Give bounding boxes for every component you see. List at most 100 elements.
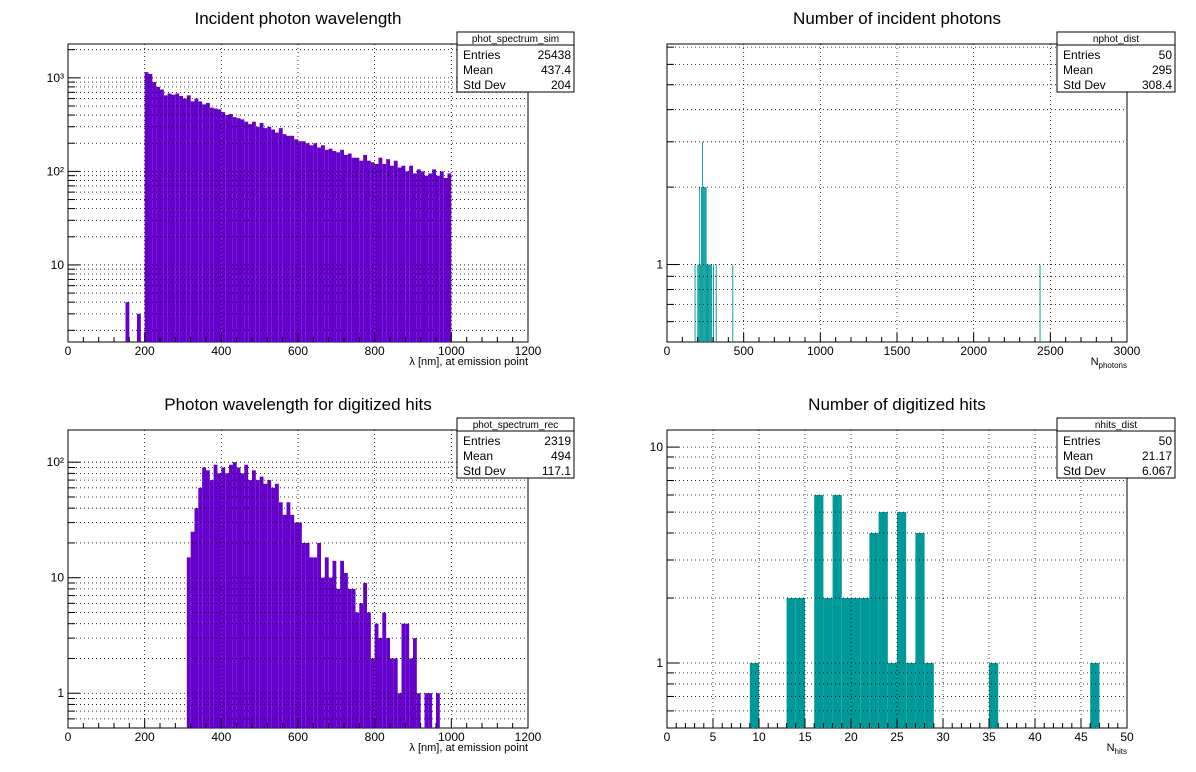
histogram-bar <box>225 473 229 728</box>
histogram-bar <box>367 612 371 728</box>
histogram-bar <box>321 145 325 342</box>
histogram-bar <box>213 464 218 728</box>
histogram-bar <box>355 612 360 728</box>
histogram-bar <box>713 264 714 342</box>
histogram-bar <box>709 264 711 342</box>
stats-row-label: Std Dev <box>1063 464 1106 478</box>
histogram-bar <box>229 464 233 728</box>
histogram-bar <box>367 160 371 342</box>
histogram-bar <box>286 502 291 728</box>
histogram-bar <box>708 264 710 342</box>
histogram-bar <box>275 483 279 728</box>
histogram-bar <box>244 464 249 728</box>
histogram-bar <box>213 108 218 342</box>
histogram-bar <box>795 598 805 728</box>
histogram-bar <box>278 128 283 342</box>
stats-row-value: 50 <box>1159 48 1173 62</box>
stats-row-label: Mean <box>463 63 493 77</box>
histogram-bar <box>301 141 306 342</box>
histogram-bar <box>148 73 153 343</box>
x-tick-label: 2000 <box>960 344 987 358</box>
x-tick-label: 800 <box>365 344 385 358</box>
histogram-bar <box>370 162 375 342</box>
histogram-bar <box>317 147 321 342</box>
x-tick-label: 600 <box>288 344 308 358</box>
histogram-bar <box>186 95 191 343</box>
histogram-bar <box>416 169 421 342</box>
histogram-bar <box>206 102 210 343</box>
histogram-bar <box>290 135 295 342</box>
stats-box-name: phot_spectrum_sim <box>472 34 559 45</box>
histogram-bar <box>374 623 379 728</box>
histogram-bar <box>841 598 851 728</box>
histogram-bar <box>137 313 141 342</box>
stats-box-frame <box>1056 417 1176 479</box>
stats-row-value: 25438 <box>538 48 572 62</box>
histogram-bar <box>305 143 310 342</box>
stats-box-frame <box>1056 31 1176 93</box>
histogram-bar <box>298 522 302 728</box>
stats-box-frame <box>456 417 575 479</box>
histogram-bar <box>252 121 256 343</box>
chart-title: Incident photon wavelength <box>195 9 402 28</box>
histogram-bar <box>240 473 245 728</box>
x-tick-label: 30 <box>936 730 950 744</box>
histogram-bar <box>255 480 260 728</box>
histogram-bar <box>278 502 283 728</box>
stats-row-label: Std Dev <box>463 464 506 478</box>
x-axis-label: Nhits <box>1107 742 1127 756</box>
histogram-bar <box>282 514 287 728</box>
stats-box-name: nphot_dist <box>1093 34 1139 45</box>
stats-row-value: 308.4 <box>1142 78 1172 92</box>
histogram-bar <box>405 171 410 342</box>
histogram-bar <box>1039 264 1041 342</box>
histogram-bar <box>282 134 287 342</box>
histogram-bar <box>209 480 214 728</box>
histogram-bar <box>190 531 195 728</box>
x-tick-label: 600 <box>288 730 308 744</box>
histogram-bar <box>715 264 717 342</box>
histogram-bar <box>390 165 394 342</box>
histogram-bar <box>436 175 440 342</box>
histogram-bar <box>248 480 252 728</box>
x-tick-label: 800 <box>365 730 385 744</box>
histogram-bar <box>248 124 252 342</box>
histogram-bar <box>171 94 176 342</box>
stats-row-label: Std Dev <box>463 78 506 92</box>
stats-row-value: 2319 <box>544 434 571 448</box>
histogram-bar <box>259 122 264 342</box>
histogram-bar <box>344 154 348 342</box>
histogram-bar <box>359 603 364 728</box>
y-tick-label: 10 <box>51 258 65 272</box>
histogram-bar <box>198 101 203 342</box>
histogram-bar <box>397 693 402 728</box>
stats-row-label: Entries <box>1063 434 1100 448</box>
histogram-bar <box>405 623 410 728</box>
histogram-bar <box>236 118 241 342</box>
histogram-bar <box>378 157 383 342</box>
histogram-bar <box>332 560 337 728</box>
histogram-bar <box>428 173 433 342</box>
x-tick-label: 1200 <box>515 730 542 744</box>
histogram-bar <box>217 473 222 728</box>
histogram-bar <box>152 82 157 342</box>
histogram-bar <box>229 114 233 342</box>
y-tick-label: 10³ <box>47 71 64 85</box>
histogram-bar <box>705 187 707 342</box>
histogram-bar <box>271 129 275 342</box>
histogram-bar <box>703 187 705 342</box>
x-tick-label: 1200 <box>515 344 542 358</box>
histogram-bar <box>259 476 264 728</box>
histogram-bar <box>704 187 706 342</box>
histogram-bar <box>432 169 436 342</box>
histogram-bar <box>340 149 344 342</box>
histogram-bar <box>393 658 398 728</box>
histogram-bar <box>190 101 195 342</box>
histogram-bar <box>359 160 364 342</box>
histogram-bar <box>267 126 272 342</box>
histogram-bar <box>694 264 696 342</box>
histogram-bar <box>989 663 999 728</box>
histogram-bar <box>428 693 433 728</box>
histogram-bar <box>344 572 348 728</box>
